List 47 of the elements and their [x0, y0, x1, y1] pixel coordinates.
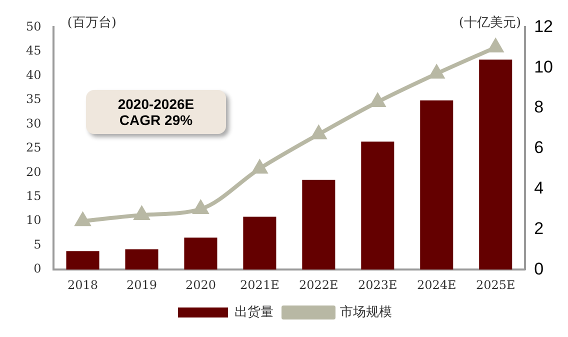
point [488, 39, 503, 52]
y-axis-title: (百万台) [67, 16, 116, 31]
point [429, 66, 444, 79]
y-tick-label: 0 [34, 262, 42, 276]
callout-box: 2020-2026E CAGR 29% [86, 90, 226, 134]
bar [184, 238, 218, 270]
x-tick-label: 2022E [299, 278, 338, 292]
y-tick-label: 25 [26, 140, 42, 155]
y2-tick-label: 8 [534, 98, 544, 117]
x-tick-label: 2024E [416, 278, 456, 292]
y-tick-label: 10 [26, 213, 42, 228]
y-tick-label: 15 [26, 189, 42, 204]
bar [420, 100, 454, 270]
bar [66, 251, 100, 270]
x-tick-label: 2023E [358, 278, 398, 292]
y-tick-label: 5 [34, 237, 42, 252]
point [134, 207, 149, 220]
x-tick-label: 2018 [67, 278, 98, 292]
bar [361, 142, 394, 270]
x-tick-label: 2019 [126, 278, 158, 292]
y2-tick-label: 10 [534, 57, 554, 76]
y2-tick-label: 6 [534, 138, 544, 158]
x-tick-label: 2020 [185, 278, 216, 292]
y-tick-label: 50 [26, 19, 42, 34]
point [252, 160, 267, 174]
legend-label: 出货量 [234, 304, 274, 320]
y-tick-label: 35 [26, 92, 42, 106]
x-tick-label: 2021E [240, 278, 280, 292]
bar [125, 249, 158, 270]
y-tick-label: 20 [26, 164, 42, 179]
y2-tick-label: 2 [534, 218, 544, 238]
x-tick-label: 2025E [476, 278, 516, 292]
legend-label: 市场规模 [340, 304, 392, 320]
y-tick-label: 40 [26, 68, 42, 82]
y2-tick-label: 0 [534, 259, 544, 278]
point [370, 94, 385, 107]
point [311, 126, 326, 140]
y2-axis-title: (十亿美元) [458, 14, 522, 31]
y2-tick-label: 4 [534, 178, 544, 198]
y2-tick-label: 12 [534, 16, 554, 36]
bar [302, 180, 336, 270]
bar [243, 216, 276, 270]
point [194, 201, 208, 214]
y-tick-label: 30 [26, 116, 42, 130]
point [76, 213, 90, 226]
bar [479, 60, 512, 270]
y-tick-label: 45 [26, 44, 42, 58]
